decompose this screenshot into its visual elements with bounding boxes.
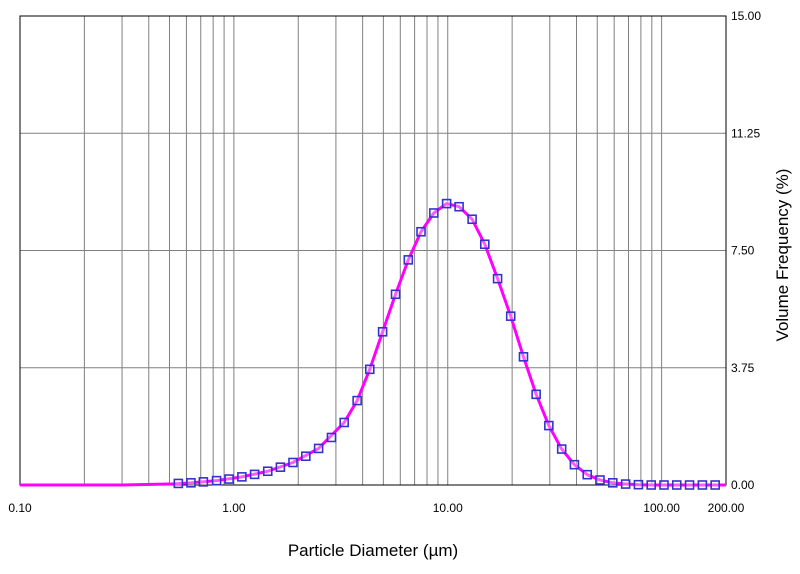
x-tick-label: 10.00 — [433, 501, 463, 515]
plot-frame — [19, 15, 727, 486]
data-point-marker — [697, 480, 708, 490]
data-point-marker — [339, 417, 350, 428]
data-point-marker — [531, 389, 541, 400]
data-point-marker — [301, 451, 311, 462]
data-point-marker — [556, 444, 567, 454]
y-tick-label: 11.25 — [731, 126, 760, 140]
x-tick-label: 200.00 — [708, 501, 745, 515]
data-point-marker — [288, 457, 298, 468]
data-point-marker — [429, 208, 439, 218]
data-point-marker — [544, 420, 554, 431]
data-point-marker — [633, 479, 644, 490]
data-point-marker — [403, 255, 414, 265]
x-tick-label: 100.00 — [643, 501, 680, 515]
data-point-marker — [607, 478, 618, 488]
x-tick-labels: 0.10 1.00 10.00 100.00 200.00 — [8, 501, 744, 515]
data-point-marker — [352, 395, 362, 406]
data-point-marker — [313, 443, 324, 454]
data-point-marker — [198, 477, 209, 487]
data-point-marker — [710, 480, 720, 490]
data-point-marker — [416, 226, 426, 237]
data-point-marker — [224, 474, 234, 484]
y-tick-label: 0.00 — [731, 478, 755, 492]
y-axis-title: Volume Frequency (%) — [773, 169, 792, 342]
data-point-marker — [326, 432, 337, 443]
data-point-marker — [684, 480, 695, 490]
y-tick-labels: 0.00 3.75 7.50 11.25 15.00 — [731, 9, 761, 492]
x-axis-title: Particle Diameter (µm) — [288, 541, 458, 560]
data-point-marker — [479, 239, 490, 250]
data-point-marker — [646, 480, 657, 490]
data-point-marker — [620, 479, 631, 489]
data-point-marker — [173, 478, 184, 489]
data-point-marker — [249, 469, 260, 480]
data-point-marker — [211, 475, 222, 486]
data-point-marker — [186, 478, 196, 488]
data-point-marker — [582, 469, 593, 480]
data-point-marker — [441, 198, 452, 209]
data-point-marker — [467, 214, 477, 225]
data-point-marker — [659, 480, 669, 490]
data-point-marker — [518, 352, 529, 362]
data-point-marker — [377, 326, 388, 337]
data-point-marker — [390, 289, 401, 300]
data-point-marker — [505, 311, 516, 321]
x-tick-label: 1.00 — [222, 501, 246, 515]
marker-layer — [173, 198, 720, 490]
data-point-marker — [492, 273, 503, 284]
data-point-marker — [237, 472, 247, 482]
data-point-marker — [275, 462, 286, 472]
data-point-marker — [569, 459, 580, 470]
data-point-marker — [262, 466, 273, 477]
y-tick-label: 3.75 — [731, 361, 755, 375]
data-point-marker — [671, 480, 682, 490]
data-point-marker — [595, 475, 605, 485]
data-point-marker — [364, 364, 375, 375]
y-tick-label: 15.00 — [731, 9, 761, 23]
y-tick-label: 7.50 — [731, 244, 755, 258]
x-tick-label: 0.10 — [8, 501, 32, 515]
data-point-marker — [454, 201, 464, 212]
